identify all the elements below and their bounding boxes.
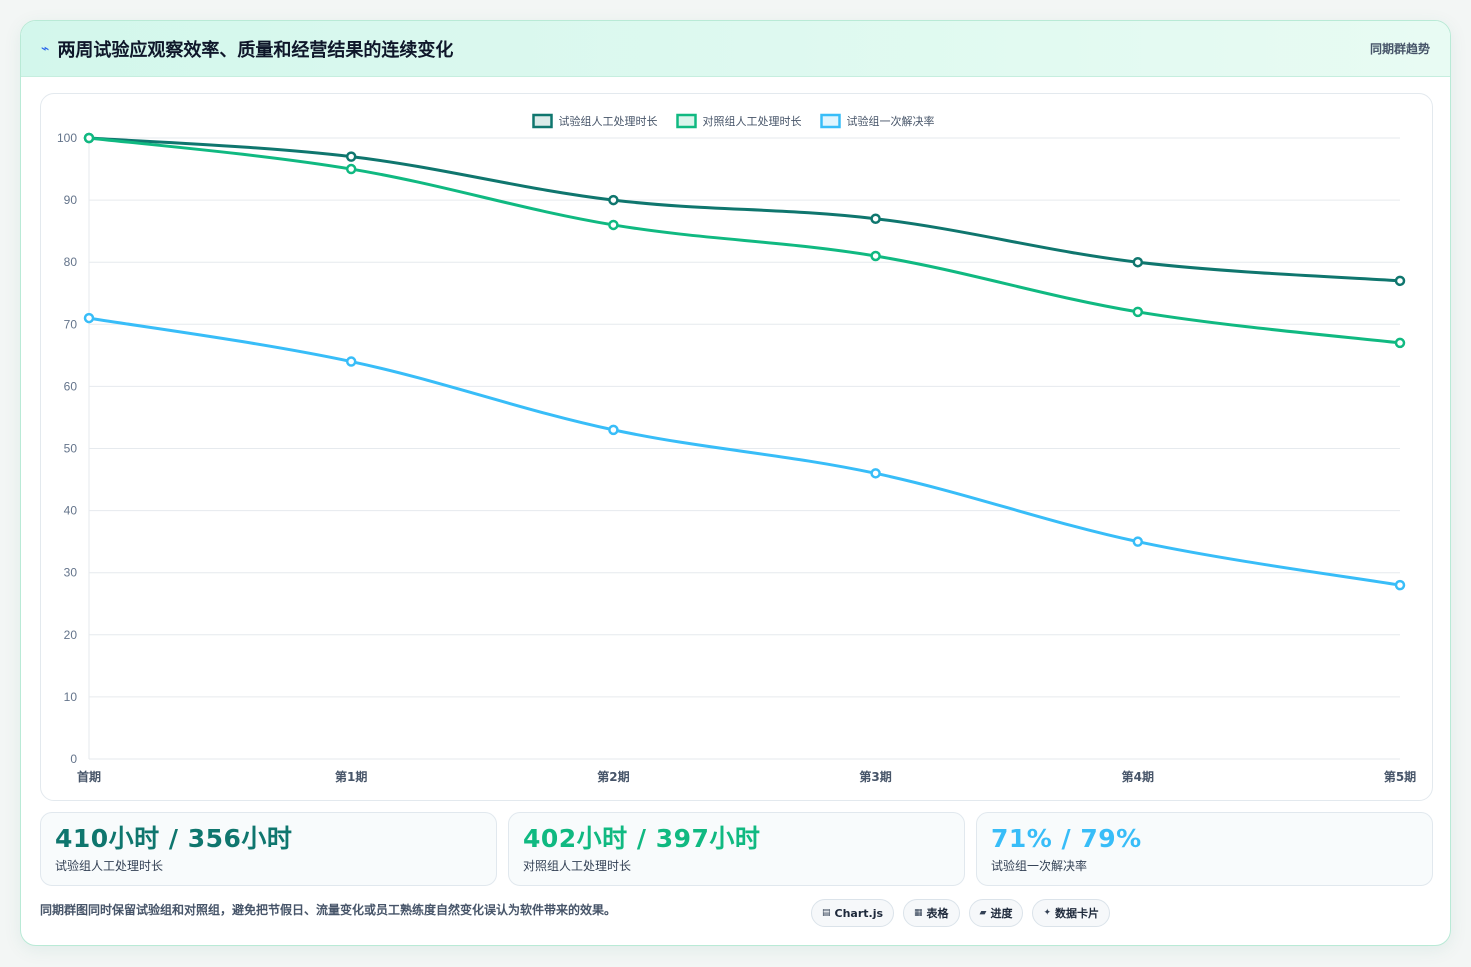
stat-value: 71% / 79%	[991, 824, 1142, 853]
chip-table[interactable]: ▦ 表格	[903, 899, 960, 927]
y-tick-label: 60	[64, 379, 78, 393]
stat-value: 410小时 / 356小时	[55, 824, 293, 853]
progress-icon: ▰	[979, 908, 987, 918]
chip-label: 进度	[990, 907, 1013, 920]
data-point-2	[608, 424, 619, 436]
data-point-2	[1132, 536, 1144, 547]
sparkle-icon: ⌁	[41, 40, 50, 57]
x-tick-label: 第5期	[1384, 769, 1416, 784]
series-line-2	[87, 316, 1402, 587]
x-tick-label: 第2期	[597, 769, 629, 784]
stat-label: 试验组人工处理时长	[55, 859, 164, 873]
cohort-trend-card: ⌁ 两周试验应观察效率、质量和经营结果的连续变化 同期群趋势 0 10 20 30 40…	[20, 20, 1451, 946]
stat-label: 对照组人工处理时长	[523, 859, 632, 873]
chart-panel: 0 10 20 30 40 50 60 70 80 90 100 首期 第1期 第2期 第3期 第4期 第5期 试…	[40, 93, 1433, 801]
y-tick-label: 30	[64, 566, 78, 580]
y-tick-label: 70	[64, 317, 78, 331]
card-header: ⌁ 两周试验应观察效率、质量和经营结果的连续变化 同期群趋势	[21, 21, 1450, 77]
format-chips: ▤ Chart.js ▦ 表格 ▰ 进度 ✦ 数据卡片	[811, 899, 1111, 927]
footer: 同期群图同时保留试验组和对照组，避免把节假日、流量变化或员工熟练度自然变化误认为…	[40, 899, 1433, 933]
legend-swatch	[532, 113, 553, 129]
chip-chartjs[interactable]: ▤ Chart.js	[811, 899, 895, 927]
legend-label: 试验组一次解决率	[847, 114, 935, 128]
data-point-0	[1132, 256, 1144, 268]
data-point-0	[870, 213, 881, 224]
chip-progress[interactable]: ▰ 进度	[968, 899, 1024, 927]
table-icon: ▦	[914, 908, 923, 918]
stat-card-resolution-rate: 71% / 79% 试验组一次解决率	[976, 812, 1433, 886]
y-tick-label: 100	[57, 131, 77, 145]
line-chart: 0 10 20 30 40 50 60 70 80 90 100 首期 第1期 第2期 第3期 第4期 第5期 试…	[57, 113, 1416, 784]
legend-swatch	[676, 113, 697, 129]
data-point-1	[1132, 306, 1144, 318]
data-point-0	[608, 194, 619, 206]
legend-item[interactable]: 对照组人工处理时长	[676, 113, 802, 129]
data-point-0	[1394, 275, 1406, 287]
page-title: 两周试验应观察效率、质量和经营结果的连续变化	[57, 39, 454, 61]
legend-label: 对照组人工处理时长	[703, 114, 802, 128]
y-tick-label: 80	[64, 255, 78, 269]
chip-data-card[interactable]: ✦ 数据卡片	[1032, 899, 1111, 927]
stat-value: 402小时 / 397小时	[523, 824, 761, 853]
y-tick-label: 90	[64, 193, 78, 207]
chip-label: Chart.js	[834, 906, 884, 920]
stat-card-experiment-duration: 410小时 / 356小时 试验组人工处理时长	[40, 812, 497, 886]
chip-label: 数据卡片	[1055, 907, 1100, 920]
data-point-2	[83, 312, 95, 324]
stat-card-control-duration: 402小时 / 397小时 对照组人工处理时长	[508, 812, 965, 886]
legend-swatch	[820, 113, 841, 129]
stats-row: 410小时 / 356小时 试验组人工处理时长 402小时 / 397小时 对照…	[40, 812, 1433, 886]
data-point-1	[345, 163, 357, 175]
series-line-0	[87, 136, 1402, 283]
y-tick-label: 50	[64, 442, 78, 456]
x-tick-label: 第3期	[859, 769, 891, 784]
header-tag: 同期群趋势	[1369, 42, 1430, 56]
legend-label: 试验组人工处理时长	[559, 114, 658, 128]
legend-item[interactable]: 试验组人工处理时长	[532, 113, 658, 129]
data-point-2	[345, 356, 357, 367]
card-icon: ✦	[1043, 908, 1052, 918]
data-point-2	[1394, 579, 1406, 591]
x-tick-label: 第1期	[335, 769, 367, 784]
stat-label: 试验组一次解决率	[991, 859, 1088, 873]
y-tick-label: 20	[64, 628, 78, 642]
data-point-2	[870, 468, 881, 479]
data-point-1	[83, 132, 95, 144]
data-point-1	[870, 250, 881, 262]
legend-item[interactable]: 试验组一次解决率	[820, 113, 935, 129]
x-tick-label: 第4期	[1122, 769, 1154, 784]
series-line-1	[87, 136, 1402, 345]
data-point-0	[345, 151, 357, 162]
x-tick-label: 首期	[77, 769, 101, 784]
data-point-1	[608, 219, 619, 231]
y-tick-label: 0	[70, 752, 77, 766]
y-tick-label: 10	[64, 690, 78, 704]
data-point-1	[1394, 337, 1406, 349]
chip-label: 表格	[926, 907, 949, 920]
header-left: ⌁ 两周试验应观察效率、质量和经营结果的连续变化	[41, 36, 453, 62]
footer-note: 同期群图同时保留试验组和对照组，避免把节假日、流量变化或员工熟练度自然变化误认为…	[40, 903, 617, 917]
chart-icon: ▤	[822, 908, 831, 918]
y-tick-label: 40	[64, 504, 78, 518]
